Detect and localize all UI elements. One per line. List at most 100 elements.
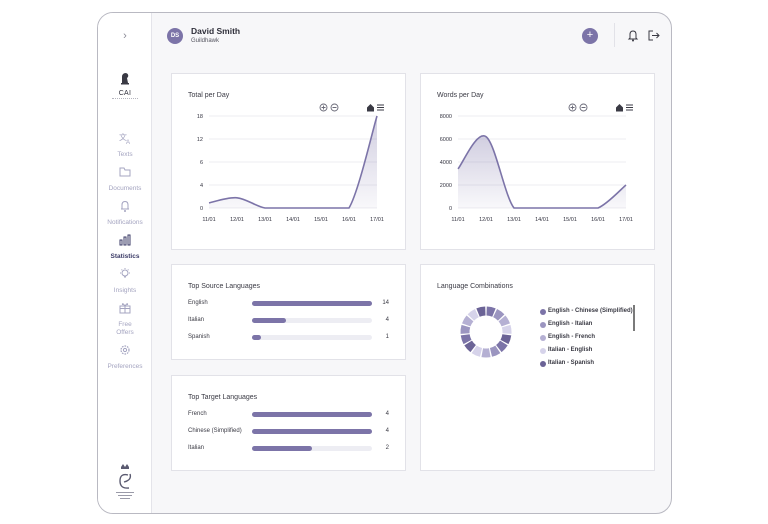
x-tick-label: 14/01	[535, 217, 549, 223]
bar-value: 4	[385, 411, 389, 417]
legend-label: English - Italian	[548, 321, 593, 327]
top-source-languages-card: Top Source Languages English 14 Italian 4 Sp…	[171, 264, 406, 360]
y-tick-label: 6	[200, 160, 203, 166]
x-tick-label: 16/01	[591, 217, 605, 223]
logo-divider	[112, 98, 138, 100]
sidebar: › CAI 文 A Texts Documents	[98, 13, 152, 513]
sidebar-item-insights[interactable]: Insights	[98, 267, 152, 295]
home-icon[interactable]	[366, 103, 375, 112]
menu-icon[interactable]	[376, 103, 385, 112]
card-title: Language Combinations	[437, 283, 513, 290]
logo: CAI	[110, 71, 140, 100]
svg-text:A: A	[126, 140, 130, 145]
sidebar-item-label: Statistics	[110, 253, 140, 260]
sidebar-item-notifications[interactable]: Notifications	[98, 199, 152, 227]
chevron-right-icon[interactable]: ›	[123, 30, 127, 42]
logout-icon[interactable]	[647, 29, 660, 42]
sidebar-item-texts[interactable]: 文 A Texts	[98, 131, 152, 159]
zoom-in-icon[interactable]	[568, 103, 577, 112]
sidebar-item-label: Notifications	[107, 219, 143, 226]
lightbulb-icon	[120, 268, 130, 278]
add-button[interactable]: +	[582, 28, 598, 44]
x-tick-label: 13/01	[507, 217, 521, 223]
bar-value: 2	[385, 445, 389, 451]
donut-slice[interactable]	[495, 340, 508, 353]
donut-slice[interactable]	[467, 309, 480, 321]
total-per-day-card: Total per Day 18 12 6 4 0 11/01 12/01 13/01 14/0…	[171, 73, 406, 250]
donut-slice[interactable]	[486, 306, 496, 317]
y-tick-label: 0	[449, 206, 452, 212]
svg-text:文: 文	[119, 132, 127, 142]
zoom-in-icon[interactable]	[319, 103, 328, 112]
chart-toolbar	[319, 103, 389, 113]
donut-slice[interactable]	[500, 334, 512, 345]
x-tick-label: 13/01	[258, 217, 272, 223]
series-line	[457, 135, 627, 209]
home-icon[interactable]	[615, 103, 624, 112]
bar-label: French	[188, 411, 207, 417]
bar-value: 4	[385, 428, 389, 434]
donut-slice[interactable]	[501, 324, 512, 334]
bar-value: 4	[385, 317, 389, 323]
y-tick-label: 4000	[440, 160, 452, 166]
bar-fill	[252, 446, 312, 451]
bar-row: Chinese (Simplified) 4	[188, 427, 389, 437]
gear-icon	[120, 345, 130, 355]
bar-fill	[252, 412, 372, 417]
card-title: Top Source Languages	[188, 283, 260, 290]
legend-label: Italian - Spanish	[548, 360, 595, 366]
bar-track	[252, 412, 372, 417]
card-title: Top Target Languages	[188, 394, 258, 401]
sidebar-item-free-offers[interactable]: Free Offers	[98, 301, 152, 337]
bar-fill	[252, 318, 287, 323]
avatar[interactable]: DS	[167, 28, 183, 44]
donut-slice[interactable]	[489, 345, 501, 357]
sidebar-item-label: Insights	[113, 287, 137, 294]
top-bar: DS David Smith Guildhawk +	[152, 13, 671, 59]
bar-fill	[252, 301, 372, 306]
header-divider	[614, 23, 615, 47]
user-name: David Smith	[191, 26, 241, 36]
donut-slice[interactable]	[464, 340, 477, 353]
donut-slice[interactable]	[461, 315, 474, 327]
language-combinations-card: Language Combinations English - Chinese …	[420, 264, 655, 471]
legend-marker	[540, 322, 546, 328]
donut-slice[interactable]	[460, 324, 471, 334]
y-tick-label: 6000	[440, 137, 452, 143]
donut-slice[interactable]	[492, 309, 505, 321]
sidebar-item-preferences[interactable]: Preferences	[98, 343, 152, 371]
bar-label: Spanish	[188, 334, 210, 340]
bar-label: English	[188, 300, 208, 306]
app-window: › CAI 文 A Texts Documents	[97, 12, 672, 514]
bar-label: Chinese (Simplified)	[188, 428, 242, 434]
x-tick-label: 14/01	[286, 217, 300, 223]
x-tick-label: 12/01	[230, 217, 244, 223]
bar-track	[252, 301, 372, 306]
legend-scrollbar[interactable]	[633, 305, 635, 331]
bar-row: French 4	[188, 410, 389, 420]
zoom-out-icon[interactable]	[330, 103, 339, 112]
zoom-out-icon[interactable]	[579, 103, 588, 112]
donut-slice[interactable]	[460, 334, 472, 345]
bell-icon[interactable]	[627, 29, 639, 42]
bar-chart-icon	[119, 234, 131, 246]
menu-icon[interactable]	[625, 103, 634, 112]
donut-slice[interactable]	[498, 315, 511, 327]
x-tick-label: 16/01	[342, 217, 356, 223]
donut-slice[interactable]	[471, 345, 483, 357]
folder-icon	[119, 167, 131, 177]
legend-marker	[540, 309, 546, 315]
card-title: Total per Day	[188, 92, 230, 99]
legend-marker	[540, 335, 546, 341]
gift-icon	[119, 303, 131, 314]
bar-row: Italian 2	[188, 444, 389, 454]
sidebar-item-statistics[interactable]: Statistics	[98, 233, 152, 261]
donut-slice[interactable]	[476, 306, 486, 317]
area-fill	[458, 135, 626, 208]
x-tick-label: 12/01	[479, 217, 493, 223]
sidebar-item-label: Free Offers	[116, 321, 134, 336]
card-title: Words per Day	[437, 92, 484, 99]
legend-marker	[540, 361, 546, 367]
sidebar-item-documents[interactable]: Documents	[98, 165, 152, 193]
translate-icon: 文 A	[119, 132, 130, 146]
